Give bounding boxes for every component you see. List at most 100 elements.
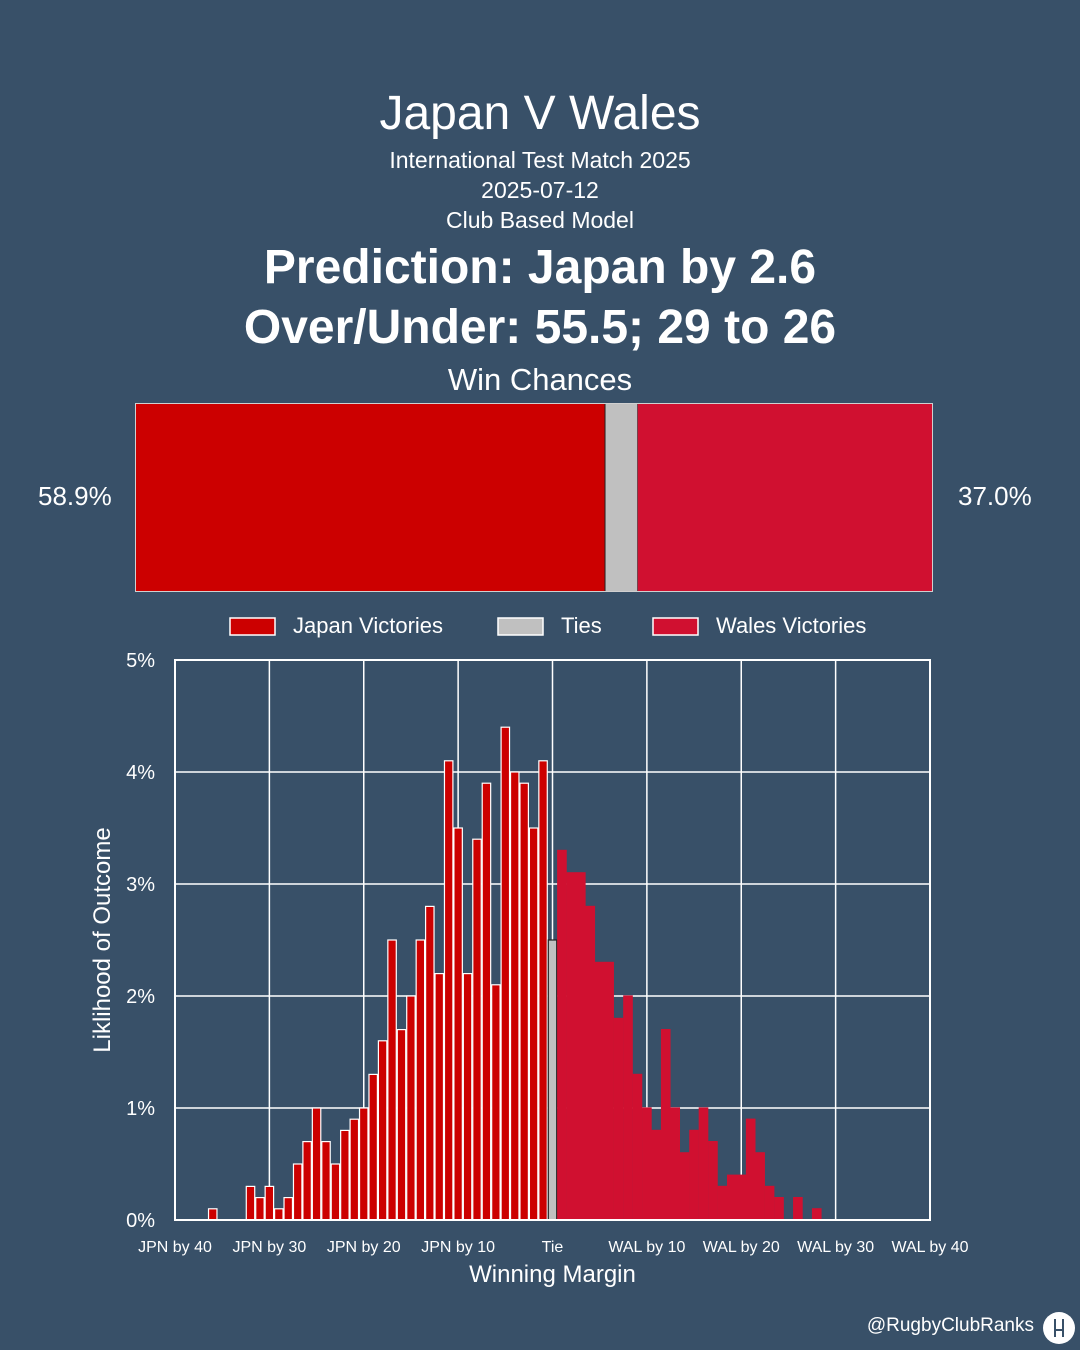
over-under-headline: Over/Under: 55.5; 29 to 26 <box>243 301 837 354</box>
match-date: 2025-07-12 <box>481 177 599 203</box>
bar <box>698 1107 709 1221</box>
bar <box>623 995 633 1221</box>
bar <box>273 1208 284 1221</box>
japan-win-percent: 58.9% <box>38 481 112 511</box>
x-tick-label: WAL by 20 <box>703 1239 780 1256</box>
win-bar-tie <box>604 403 639 592</box>
bar <box>292 1163 303 1221</box>
bar <box>642 1107 652 1221</box>
x-tick-label: Tie <box>542 1239 564 1256</box>
wales-win-percent: 37.0% <box>958 481 1032 511</box>
y-tick-label: 0% <box>126 1210 155 1232</box>
legend-ties: Ties <box>497 613 602 638</box>
win-chances-label: Win Chances <box>447 362 633 397</box>
bar <box>528 827 539 1221</box>
bar <box>207 1208 218 1221</box>
x-tick-label: JPN by 40 <box>138 1239 212 1256</box>
bar <box>708 1140 718 1221</box>
legend-japan: Japan Victories <box>229 613 443 638</box>
bar <box>500 726 511 1221</box>
bar <box>396 1029 407 1221</box>
bar <box>424 905 435 1221</box>
bar <box>491 984 501 1221</box>
bar <box>519 782 530 1221</box>
bar <box>651 1129 662 1221</box>
margin-histogram: Japan Victories Ties Wales Victories 0% 1% 2%… <box>89 613 969 1288</box>
brand-logo-icon <box>1043 1312 1075 1344</box>
bar <box>264 1185 275 1221</box>
bar <box>321 1140 331 1221</box>
bar <box>434 973 445 1221</box>
win-bar-japan <box>135 403 606 592</box>
bar <box>245 1185 256 1221</box>
model-name: Club Based Model <box>446 207 634 233</box>
bar <box>717 1185 728 1221</box>
bar <box>311 1107 322 1221</box>
x-tick-label: WAL by 10 <box>608 1239 685 1256</box>
bar <box>689 1129 699 1221</box>
legend-wales-label: Wales Victories <box>716 613 866 638</box>
x-tick-label: JPN by 10 <box>421 1239 495 1256</box>
legend-wales: Wales Victories <box>652 613 866 638</box>
legend-japan-swatch <box>229 617 276 636</box>
bar <box>330 1163 341 1221</box>
bar <box>670 1107 681 1221</box>
x-tick-label: WAL by 40 <box>891 1239 968 1256</box>
bar <box>632 1073 643 1221</box>
bar <box>764 1185 775 1221</box>
bar <box>453 827 463 1221</box>
y-tick-label: 1% <box>126 1098 155 1120</box>
bar <box>793 1196 803 1221</box>
bar <box>472 838 482 1221</box>
bar <box>811 1208 822 1221</box>
plot-frame <box>174 659 931 1221</box>
bar <box>368 1073 379 1221</box>
x-tick-label: WAL by 30 <box>797 1239 874 1256</box>
bar <box>613 1017 624 1221</box>
bar <box>726 1174 737 1221</box>
bar <box>283 1196 294 1221</box>
bar <box>377 1040 388 1221</box>
bar <box>575 872 586 1221</box>
legend-ties-swatch <box>497 617 544 636</box>
win-bar-wales <box>637 403 933 592</box>
footer-handle: @RugbyClubRanks <box>866 1315 1034 1336</box>
bar <box>604 961 614 1221</box>
prediction-headline: Prediction: Japan by 2.6 <box>263 241 817 294</box>
bar <box>538 760 548 1221</box>
y-tick-label: 2% <box>126 986 155 1008</box>
bar <box>547 939 558 1221</box>
bar <box>755 1152 765 1221</box>
bar <box>585 905 596 1221</box>
win-bar-outline <box>135 403 933 592</box>
bar <box>406 995 416 1221</box>
bar <box>481 782 492 1221</box>
competition-subtitle: International Test Match 2025 <box>389 147 691 173</box>
y-tick-label: 4% <box>126 762 155 784</box>
bar <box>774 1196 784 1221</box>
x-tick-label: JPN by 20 <box>327 1239 401 1256</box>
y-axis-label: Liklihood of Outcome <box>89 827 116 1052</box>
legend-ties-label: Ties <box>561 613 602 638</box>
page-title: Japan V Wales <box>379 87 701 140</box>
legend-wales-swatch <box>652 617 699 636</box>
bar <box>387 939 397 1221</box>
bar <box>302 1140 312 1221</box>
bar <box>745 1118 756 1221</box>
legend-japan-label: Japan Victories <box>293 613 443 638</box>
bar <box>462 973 473 1221</box>
bar <box>557 849 567 1221</box>
bar <box>736 1174 747 1221</box>
bar <box>566 872 577 1221</box>
bar <box>358 1107 369 1221</box>
bar <box>679 1152 690 1221</box>
bar <box>660 1029 671 1221</box>
y-tick-label: 5% <box>126 650 155 672</box>
y-tick-label: 3% <box>126 874 155 896</box>
bar <box>415 939 426 1221</box>
x-axis-label: Winning Margin <box>469 1261 636 1288</box>
bar <box>594 961 605 1221</box>
bar <box>255 1196 265 1221</box>
bar <box>443 760 454 1221</box>
win-chances-bar <box>135 403 933 592</box>
